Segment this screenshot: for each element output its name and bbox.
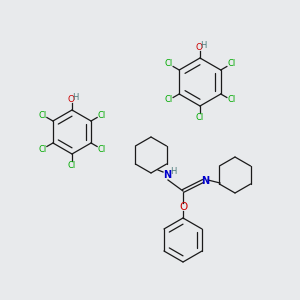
Text: Cl: Cl	[38, 145, 47, 154]
Text: Cl: Cl	[97, 145, 106, 154]
Text: O: O	[67, 95, 74, 104]
Text: H: H	[72, 93, 79, 102]
Text: Cl: Cl	[68, 161, 76, 170]
Text: Cl: Cl	[227, 59, 235, 68]
Text: Cl: Cl	[165, 59, 173, 68]
Text: O: O	[195, 43, 202, 52]
Text: H: H	[170, 167, 176, 176]
Text: H: H	[200, 41, 207, 50]
Text: Cl: Cl	[97, 110, 106, 119]
Text: Cl: Cl	[38, 110, 47, 119]
Text: N: N	[163, 170, 171, 180]
Text: O: O	[179, 202, 187, 212]
Text: N: N	[201, 176, 209, 186]
Text: Cl: Cl	[165, 95, 173, 104]
Text: Cl: Cl	[227, 95, 235, 104]
Text: Cl: Cl	[196, 113, 204, 122]
